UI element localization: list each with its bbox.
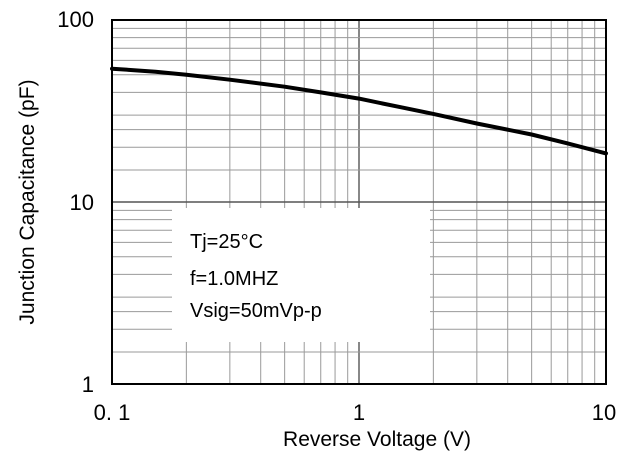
annotation-frequency: f=1.0MHZ xyxy=(190,268,278,290)
plot-frame xyxy=(111,19,607,385)
x-axis-label: Reverse Voltage (V) xyxy=(283,428,471,451)
annotation-signal: Vsig=50mVp-p xyxy=(190,300,322,322)
x-tick-label: 0. 1 xyxy=(94,400,131,425)
annotation-box xyxy=(172,208,430,342)
y-axis-label: Junction Capacitance (pF) xyxy=(16,79,39,324)
series-layer xyxy=(110,66,608,156)
annotation-temperature: Tj=25°C xyxy=(190,231,263,253)
series-line-0 xyxy=(110,66,608,156)
y-tick-label: 10 xyxy=(70,190,94,215)
x-tick-label: 1 xyxy=(353,400,365,425)
y-tick-label: 100 xyxy=(57,7,94,32)
y-tick-label: 1 xyxy=(82,372,94,397)
x-tick-label: 10 xyxy=(592,400,616,425)
